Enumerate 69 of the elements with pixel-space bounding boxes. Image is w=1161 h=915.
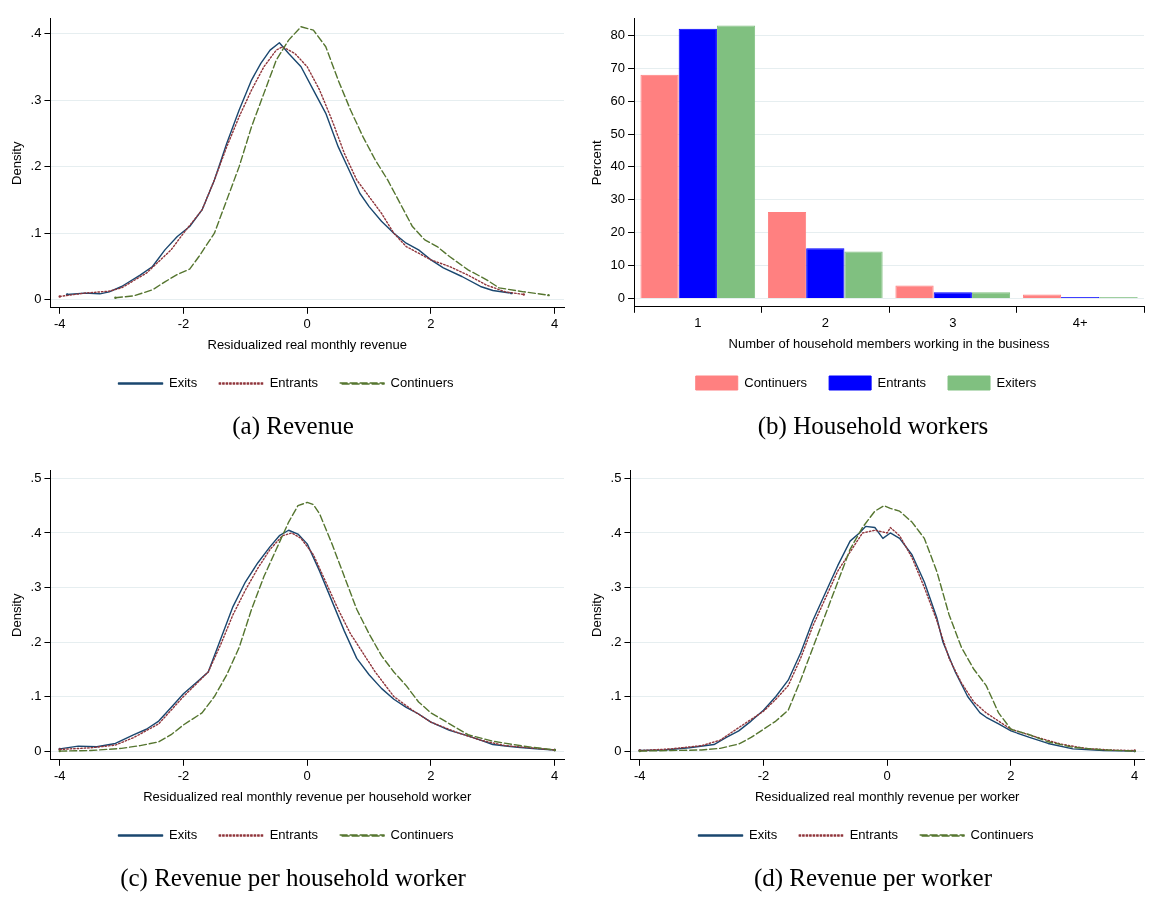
- x-axis-title: Number of household members working in the business: [728, 335, 1050, 351]
- y-tick-label: .4: [610, 524, 622, 540]
- y-tick-label: .3: [30, 91, 42, 107]
- text: (d) Revenue per worker: [752, 864, 994, 892]
- y-tick-label: .2: [30, 158, 42, 174]
- legend-label: Exits: [169, 827, 198, 843]
- legend-label: Entrants: [269, 827, 319, 843]
- x-tick-label: -4: [53, 316, 66, 332]
- y-tick-label: 20: [610, 224, 626, 240]
- y-tick-label: .5: [30, 470, 42, 486]
- y-tick-label: .2: [610, 633, 622, 649]
- y-tick-label: .1: [30, 224, 42, 240]
- x-tick-label: -2: [757, 768, 770, 784]
- x-tick-label: 3: [949, 315, 957, 331]
- y-tick-label: .5: [610, 470, 622, 486]
- y-axis-title: Density: [589, 593, 605, 637]
- legend-label: Exiters: [996, 374, 1037, 390]
- text: (a) Revenue: [231, 412, 355, 440]
- legend-label: Exits: [169, 375, 198, 391]
- y-tick-label: 50: [610, 125, 626, 141]
- x-tick-label: -2: [177, 768, 190, 784]
- legend-label: Continuers: [390, 827, 454, 843]
- y-tick-label: 0: [614, 742, 622, 758]
- x-tick-label: 0: [303, 316, 311, 332]
- x-tick-label: 0: [883, 768, 891, 784]
- text: (c) Revenue per household worker: [119, 864, 467, 892]
- y-tick-label: 30: [610, 191, 626, 207]
- legend-label: Continuers: [744, 374, 808, 390]
- legend-label: Entrants: [877, 374, 927, 390]
- x-tick-label: 4: [1131, 768, 1139, 784]
- y-tick-label: .1: [610, 688, 622, 704]
- legend-label: Entrants: [269, 375, 319, 391]
- y-tick-label: 60: [610, 92, 626, 108]
- x-axis-title: Residualized real monthly revenue per worker: [754, 788, 1021, 804]
- x-tick-label: 4: [551, 768, 559, 784]
- x-tick-label: -4: [53, 768, 66, 784]
- y-tick-label: .4: [30, 25, 42, 41]
- x-tick-label: -4: [633, 768, 646, 784]
- x-tick-label: 1: [694, 315, 702, 331]
- y-axis-title: Density: [9, 593, 25, 637]
- y-tick-label: 0: [34, 291, 42, 307]
- y-tick-label: 80: [610, 26, 626, 42]
- y-tick-label: 10: [610, 257, 626, 273]
- x-tick-label: 4+: [1072, 315, 1088, 331]
- x-tick-label: 4: [551, 316, 559, 332]
- x-tick-label: -2: [177, 316, 190, 332]
- y-tick-label: 0: [34, 742, 42, 758]
- legend-label: Exits: [749, 827, 778, 843]
- x-tick-label: 2: [427, 316, 435, 332]
- legend-label: Entrants: [849, 827, 899, 843]
- y-tick-label: .4: [30, 524, 42, 540]
- y-tick-label: .1: [30, 688, 42, 704]
- x-axis-title: Residualized real monthly revenue per household worker: [143, 788, 472, 804]
- x-tick-label: 2: [427, 768, 435, 784]
- legend-label: Continuers: [970, 827, 1034, 843]
- x-tick-label: 0: [303, 768, 311, 784]
- y-axis-title: Percent: [589, 140, 605, 186]
- y-axis-title: Density: [9, 141, 25, 185]
- text: (b) Household workers: [756, 412, 990, 440]
- y-tick-label: 0: [617, 290, 626, 306]
- x-tick-label: 2: [821, 315, 829, 331]
- y-tick-label: .3: [30, 579, 42, 595]
- y-tick-label: 70: [610, 59, 626, 75]
- y-tick-label: .2: [30, 633, 42, 649]
- legend-label: Continuers: [390, 375, 454, 391]
- y-tick-label: 40: [610, 158, 626, 174]
- x-tick-label: 2: [1007, 768, 1015, 784]
- y-tick-label: .3: [610, 579, 622, 595]
- x-axis-title: Residualized real monthly revenue: [207, 336, 407, 352]
